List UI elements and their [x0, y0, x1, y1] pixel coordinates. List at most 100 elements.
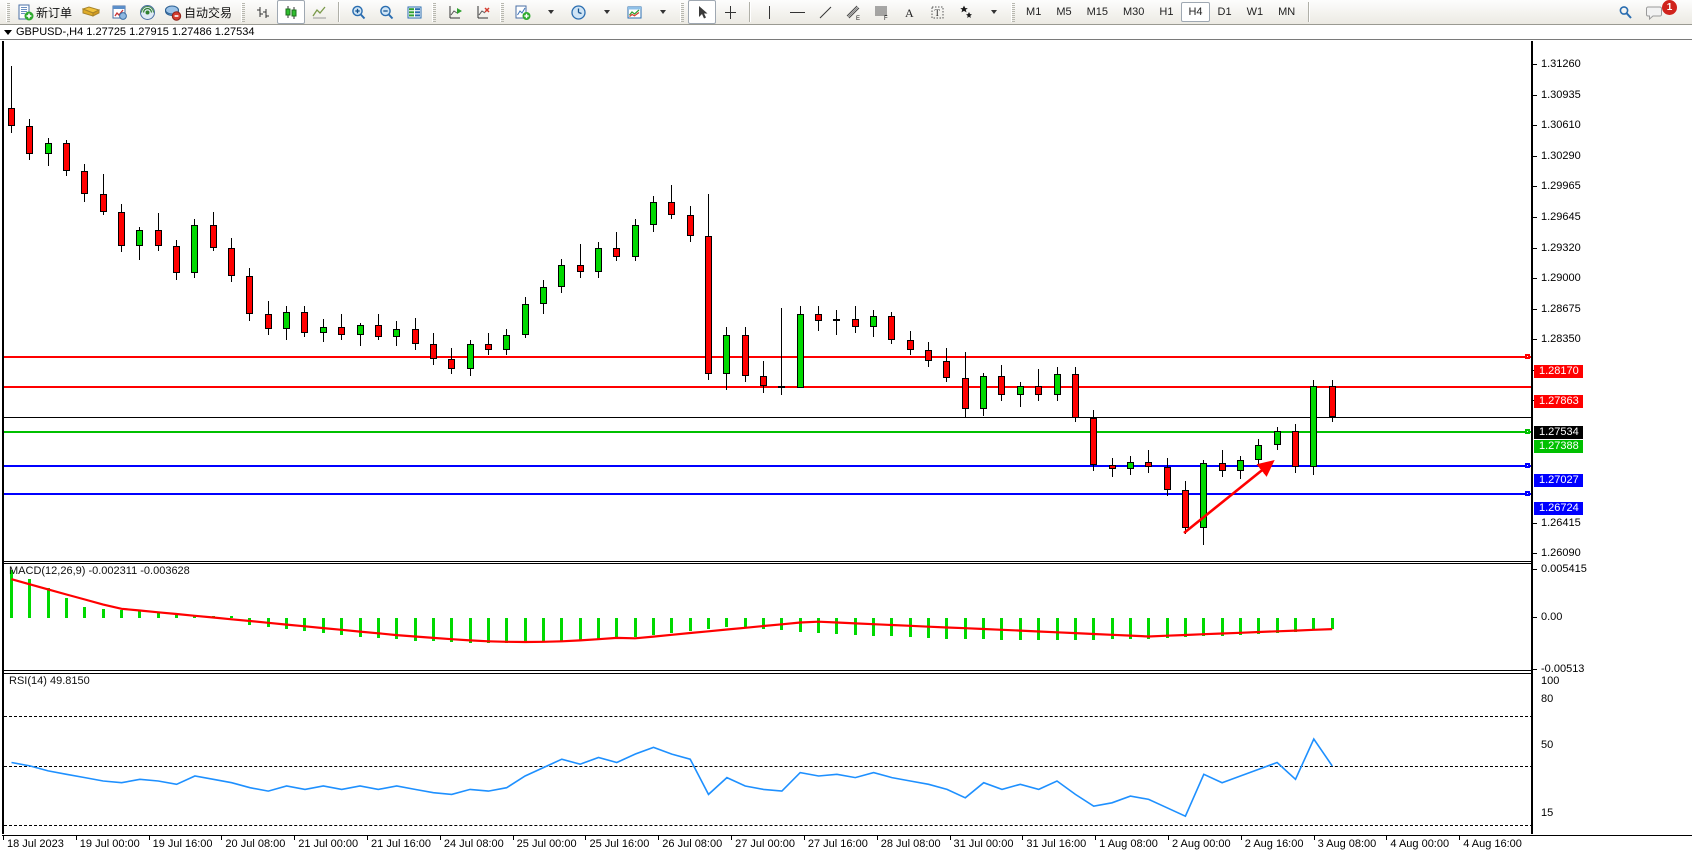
data-window-button[interactable] — [400, 0, 428, 24]
timeframe-button-mn[interactable]: MN — [1278, 6, 1296, 18]
price-badge-support-blue-2[interactable]: 1.26724 — [1534, 502, 1583, 516]
toolbar-group-sep-2[interactable] — [432, 2, 437, 22]
fibonacci-retracement-button[interactable]: F — [867, 0, 895, 24]
timeframe-button-m30[interactable]: M30 — [1123, 6, 1145, 18]
templates-button[interactable] — [620, 0, 648, 24]
candle — [925, 41, 933, 562]
macd-histogram-bar — [908, 618, 912, 638]
price-badge-support-green[interactable]: 1.27388 — [1534, 439, 1583, 453]
indicators-button[interactable] — [508, 0, 536, 24]
macd-histogram-bar — [707, 618, 710, 630]
new-order-button[interactable]: 新订单 — [14, 0, 77, 24]
macd-label: MACD(12,26,9) -0.002311 -0.003628 — [9, 565, 190, 577]
timeframe-button-h1[interactable]: H1 — [1159, 6, 1174, 18]
timeframe-button-h4[interactable]: H4 — [1181, 2, 1210, 22]
timeframe-button-m1[interactable]: M1 — [1026, 6, 1042, 18]
signal-icon — [139, 4, 155, 20]
chart-menu-triangle-icon[interactable] — [4, 29, 12, 35]
trendline-button[interactable] — [811, 0, 839, 24]
timeframe-group: M1 M5 M15 M30 H1 H4 D1 W1 MN — [1019, 2, 1302, 22]
toolbar-group-sep-5[interactable] — [1011, 2, 1016, 22]
rsi-level-50 — [4, 765, 1533, 767]
line-chart-button[interactable] — [305, 0, 333, 24]
price-level-line-resistance-upper[interactable] — [4, 356, 1533, 359]
vertical-line-icon — [768, 5, 770, 19]
macd-histogram-bar — [596, 618, 600, 640]
price-level-line-support-green[interactable] — [4, 430, 1533, 433]
periods-button[interactable] — [564, 0, 592, 24]
zoom-out-button[interactable] — [372, 0, 400, 24]
price-level-anchor-support-green[interactable] — [1525, 428, 1530, 434]
price-level-anchor-support-blue-1[interactable] — [1525, 462, 1530, 468]
price-axis-tick-label: 1.29965 — [1541, 180, 1581, 193]
chart-plot-area[interactable]: MACD(12,26,9) -0.002311 -0.003628 RSI(14… — [2, 41, 1533, 834]
time-axis-tick-label: 21 Jul 00:00 — [298, 838, 359, 850]
candle — [613, 41, 621, 562]
svg-text:T: T — [934, 8, 940, 18]
chart-window-button[interactable] — [105, 0, 133, 24]
candle — [338, 41, 346, 562]
text-label-button[interactable]: T — [923, 0, 951, 24]
price-level-line-support-blue-1[interactable] — [4, 464, 1533, 467]
cursor-button[interactable] — [688, 0, 717, 24]
macd-histogram-bar — [1293, 618, 1297, 632]
candle — [393, 41, 401, 562]
shapes-button[interactable] — [951, 0, 979, 24]
bar-chart-button[interactable] — [249, 0, 277, 24]
zoom-in-button[interactable] — [344, 0, 372, 24]
equidistant-channel-button[interactable]: E — [839, 0, 867, 24]
candle — [374, 41, 382, 562]
indicators-dropdown[interactable] — [536, 0, 564, 24]
toolbar-group-sep-4[interactable] — [680, 2, 685, 22]
auto-trading-button[interactable]: 自动交易 — [161, 0, 237, 24]
macd-histogram-bar — [762, 618, 766, 630]
macd-histogram-bar — [321, 618, 325, 634]
macd-pane[interactable]: MACD(12,26,9) -0.002311 -0.003628 — [4, 563, 1533, 671]
auto-scroll-button[interactable] — [440, 0, 468, 24]
price-axis-tick: 1.29645 — [1533, 211, 1581, 223]
time-axis-tick-label: 27 Jul 00:00 — [735, 838, 796, 850]
price-badge-resistance-lower[interactable]: 1.27863 — [1534, 394, 1583, 408]
timeframe-button-d1[interactable]: D1 — [1217, 6, 1232, 18]
time-axis-tick-label: 25 Jul 00:00 — [516, 838, 577, 850]
folder-button[interactable] — [77, 0, 105, 24]
price-level-anchor-support-blue-2[interactable] — [1525, 491, 1530, 497]
time-axis-tick-label: 3 Aug 08:00 — [1317, 838, 1377, 850]
signal-button[interactable] — [133, 0, 161, 24]
timeframe-button-m15[interactable]: M15 — [1086, 6, 1108, 18]
price-level-line-resistance-lower[interactable] — [4, 385, 1533, 388]
candle — [778, 41, 786, 562]
candle — [760, 41, 768, 562]
timeframe-button-m5[interactable]: M5 — [1056, 6, 1072, 18]
candlestick-chart-button[interactable] — [277, 0, 306, 24]
horizontal-line-button[interactable] — [783, 0, 811, 24]
text-button[interactable]: A — [895, 0, 923, 24]
vertical-line-button[interactable] — [755, 0, 783, 24]
shapes-dropdown[interactable] — [979, 0, 1007, 24]
toolbar-group-sep-3[interactable] — [500, 2, 505, 22]
notifications-button[interactable]: 1 — [1643, 0, 1684, 24]
price-axis[interactable]: 1.31260 1.30935 1.30610 1.30290 1.29965 1.296… — [1531, 41, 1692, 834]
candle — [411, 41, 419, 562]
price-level-line-last-price[interactable] — [4, 416, 1533, 418]
price-level-anchor-resistance-upper[interactable] — [1525, 354, 1530, 360]
price-badge-resistance-upper[interactable]: 1.28170 — [1534, 365, 1583, 379]
toolbar-grip[interactable] — [6, 2, 10, 22]
toolbar-group-sep-1[interactable] — [241, 2, 246, 22]
rsi-pane[interactable]: RSI(14) 49.8150 — [4, 673, 1533, 834]
crosshair-button[interactable] — [716, 0, 744, 24]
time-axis-tick-label: 20 Jul 08:00 — [225, 838, 286, 850]
rsi-level-80 — [4, 715, 1533, 717]
chart-shift-button[interactable] — [468, 0, 496, 24]
price-badge-support-blue-1[interactable]: 1.27027 — [1534, 473, 1583, 487]
price-level-line-support-blue-2[interactable] — [4, 493, 1533, 496]
templates-dropdown[interactable] — [648, 0, 676, 24]
chevron-down-icon — [548, 10, 555, 14]
time-axis[interactable]: 18 Jul 2023 19 Jul 00:00 19 Jul 16:00 20 Ju… — [2, 835, 1692, 851]
timeframe-button-w1[interactable]: W1 — [1246, 6, 1264, 18]
price-pane[interactable] — [4, 41, 1533, 562]
price-badge-last-price[interactable]: 1.27534 — [1534, 425, 1583, 439]
search-button[interactable] — [1611, 0, 1639, 24]
candle — [815, 41, 823, 562]
periods-dropdown[interactable] — [592, 0, 620, 24]
